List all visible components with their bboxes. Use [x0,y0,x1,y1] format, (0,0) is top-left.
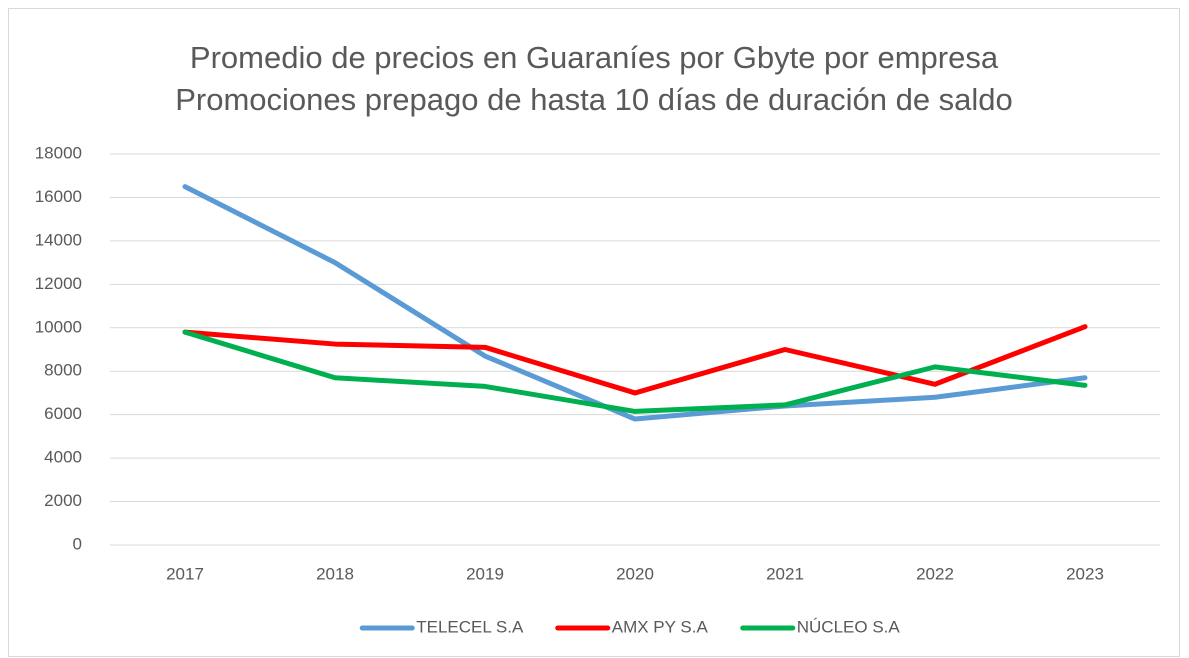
y-tick-label: 0 [73,534,82,553]
legend-label: NÚCLEO S.A [797,617,901,636]
x-tick-label: 2019 [466,564,504,583]
y-tick-label: 10000 [35,317,82,336]
x-tick-label: 2020 [616,564,654,583]
x-tick-label: 2018 [316,564,354,583]
x-tick-label: 2017 [166,564,204,583]
series-line [182,324,1088,396]
y-tick-label: 4000 [44,448,82,467]
y-tick-label: 2000 [44,491,82,510]
chart-subtitle: Promociones prepago de hasta 10 días de … [175,82,1013,117]
y-tick-label: 14000 [35,230,82,249]
y-tick-label: 16000 [35,187,82,206]
series-line [182,329,1088,414]
series-line [182,184,1088,422]
y-tick-label: 8000 [44,361,82,380]
x-tick-label: 2022 [916,564,954,583]
y-tick-label: 12000 [35,274,82,293]
x-tick-label: 2023 [1066,564,1104,583]
y-tick-label: 18000 [35,143,82,162]
legend-label: TELECEL S.A [416,617,524,636]
chart-title: Promedio de precios en Guaraníes por Gby… [190,40,999,75]
y-tick-label: 6000 [44,404,82,423]
legend-label: AMX PY S.A [612,617,709,636]
x-tick-label: 2021 [766,564,804,583]
